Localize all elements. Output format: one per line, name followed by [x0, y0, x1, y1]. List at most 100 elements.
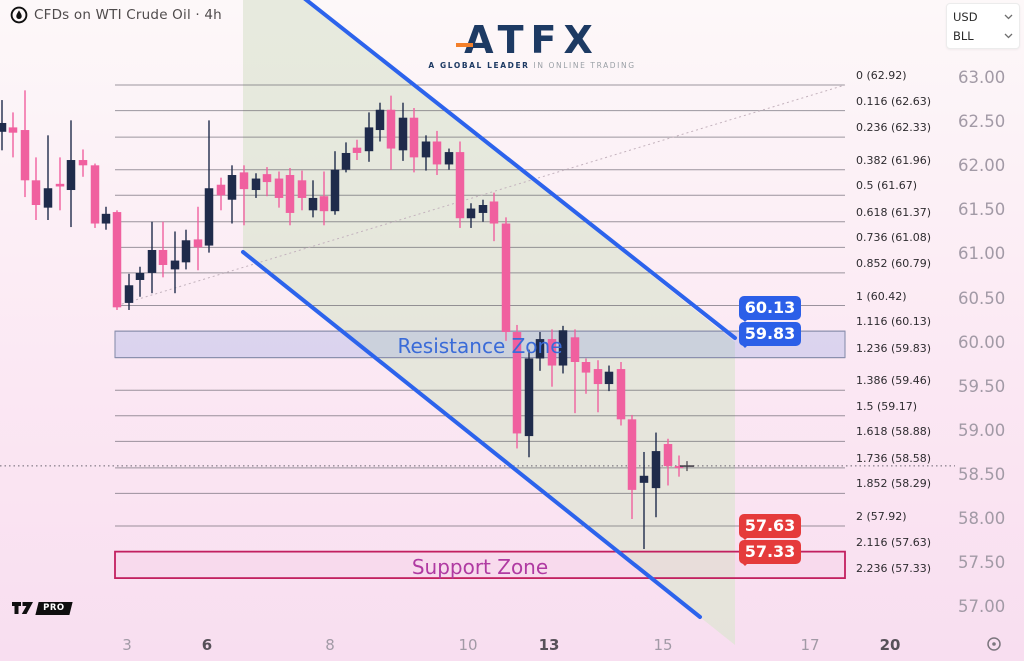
candle-body	[581, 362, 591, 373]
fib-level-label: 0.618 (61.37)	[856, 205, 932, 219]
candle-body	[616, 369, 626, 420]
candle-body	[31, 180, 41, 206]
candle-body	[466, 208, 476, 219]
price-axis-tick: 58.00	[958, 509, 1006, 528]
candle-body	[386, 109, 396, 149]
symbol-title: CFDs on WTI Crude Oil · 4h	[34, 7, 222, 23]
candle-body	[421, 141, 431, 158]
pro-badge: PRO	[35, 602, 73, 615]
fib-level-label: 2.236 (57.33)	[856, 562, 932, 576]
candle-body	[375, 109, 385, 131]
price-axis-tick: 59.00	[958, 420, 1006, 440]
candle-body	[43, 188, 53, 208]
candle-body	[478, 205, 488, 213]
candle-body	[674, 466, 684, 469]
price-axis-tick: 62.50	[958, 112, 1006, 132]
price-axis-tick: 59.50	[958, 376, 1006, 396]
candle-body	[251, 178, 261, 191]
time-axis-tick: 10	[458, 636, 478, 654]
resistance-zone-band[interactable]	[114, 330, 846, 359]
price-axis-tick: 62.00	[958, 156, 1006, 176]
price-level-tag[interactable]: 59.83	[739, 322, 801, 348]
candle-body	[364, 127, 374, 152]
fib-level-label: 1.852 (58.29)	[856, 477, 932, 491]
candle-body	[547, 339, 557, 366]
price-axis-tick: 60.00	[958, 332, 1006, 352]
candle-body	[158, 249, 168, 265]
candle-body	[124, 285, 134, 303]
currency-unit-panel: USD BLL	[946, 3, 1020, 49]
price-axis-tick: 61.50	[958, 200, 1006, 220]
candle-body	[112, 212, 122, 308]
candle-body	[262, 174, 272, 183]
candle-body	[535, 339, 545, 359]
channel-fill	[243, 0, 735, 645]
price-level-tag[interactable]: 60.13	[739, 296, 801, 322]
fib-level-label: 1.116 (60.13)	[856, 315, 932, 329]
fib-level-label: 2.116 (57.63)	[856, 535, 932, 549]
candle-body	[66, 160, 76, 191]
fib-level-label: 1.736 (58.58)	[856, 451, 932, 465]
time-axis-tick: 6	[201, 636, 213, 654]
resistance-zone-label[interactable]: Resistance Zone	[397, 334, 563, 359]
price-axis-tick: 63.00	[958, 68, 1006, 87]
price-level-tag[interactable]: 57.33	[739, 540, 801, 566]
fib-level-label: 0.852 (60.79)	[856, 256, 932, 270]
candle-body	[170, 260, 180, 270]
fib-level-label: 0 (62.92)	[856, 69, 907, 83]
currency-dropdown[interactable]: USD	[953, 7, 1013, 26]
fib-level-label: 0.5 (61.67)	[856, 179, 918, 193]
chevron-down-icon	[1004, 14, 1013, 19]
candle-body	[0, 122, 7, 132]
candle-body	[432, 141, 442, 165]
atfx-orange-dash	[456, 43, 474, 47]
candle-body	[501, 223, 511, 333]
candle-body	[398, 117, 408, 151]
oil-drop-icon	[10, 6, 28, 24]
time-axis-tick: 13	[538, 636, 560, 654]
candle-body	[308, 197, 318, 211]
candle-body	[352, 147, 362, 153]
tradingview-logo[interactable]: PRO	[12, 601, 73, 616]
candle-body	[489, 201, 499, 224]
price-axis-tick: 57.50	[958, 553, 1006, 573]
candle-body	[455, 152, 465, 219]
atfx-tagline: A GLOBAL LEADER IN ONLINE TRADING	[428, 61, 636, 70]
candle-body	[274, 178, 284, 198]
price-level-tag[interactable]: 57.63	[739, 514, 801, 540]
price-axis-tick: 60.50	[958, 288, 1006, 308]
candle-body	[20, 130, 30, 181]
fib-level-label: 1.386 (59.46)	[856, 374, 932, 388]
fib-level-label: 1.236 (59.83)	[856, 341, 932, 355]
channel-upper-line[interactable]	[243, 0, 737, 340]
time-axis-tick: 8	[325, 636, 335, 654]
chevron-down-icon	[1004, 33, 1013, 38]
price-axis-tick: 57.00	[958, 597, 1006, 617]
target-icon[interactable]	[985, 635, 1003, 653]
fib-level-label: 1.5 (59.17)	[856, 399, 918, 413]
candle-body	[227, 175, 237, 200]
unit-dropdown[interactable]: BLL	[953, 26, 1013, 45]
candle-body	[570, 337, 580, 363]
fib-level-label: 0.116 (62.63)	[856, 94, 932, 108]
support-zone-band[interactable]	[114, 550, 846, 579]
candle-body	[216, 184, 226, 196]
fib-level-label: 0.382 (61.96)	[856, 153, 932, 167]
candle-body	[285, 175, 295, 213]
candle-body	[55, 183, 65, 187]
support-zone-label[interactable]: Support Zone	[411, 554, 549, 579]
candle-body	[297, 180, 307, 198]
candle-body	[409, 117, 419, 158]
candle-body	[204, 188, 214, 246]
candle-body	[78, 160, 88, 166]
symbol-header: CFDs on WTI Crude Oil · 4h	[10, 6, 222, 24]
fib-trendline-dotted	[116, 84, 846, 307]
channel-lower-line[interactable]	[241, 250, 702, 619]
candle-body	[651, 451, 661, 489]
candle-body	[639, 475, 649, 483]
candle-body	[90, 165, 100, 224]
fib-level-label: 0.236 (62.33)	[856, 121, 932, 135]
fib-level-label: 1 (60.42)	[856, 289, 907, 303]
